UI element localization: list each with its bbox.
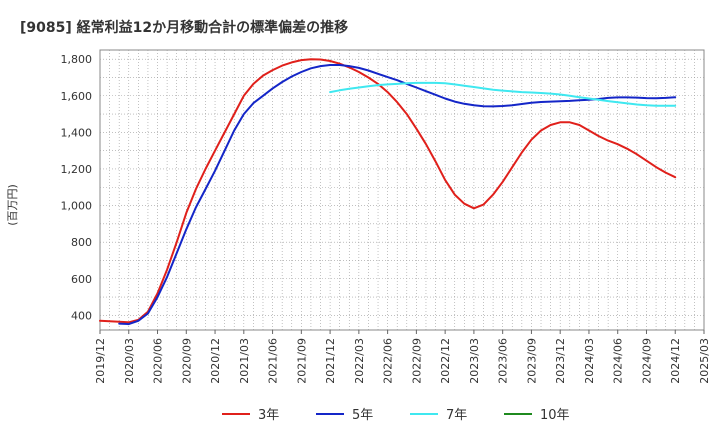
- y-tick-label: 800: [71, 236, 92, 249]
- x-tick-label: 2024/12: [669, 338, 682, 384]
- series-line-3年: [99, 58, 677, 324]
- x-tick-label: 2022/06: [382, 338, 395, 384]
- legend: 3年 5年 7年 10年: [222, 408, 570, 423]
- legend-label: 7年: [446, 408, 467, 423]
- legend-label: 3年: [258, 408, 279, 423]
- y-tick-label: 600: [71, 273, 92, 286]
- x-tick-label: 2021/12: [324, 338, 337, 384]
- x-tick-label: 2022/12: [439, 338, 452, 384]
- x-tick-label: 2020/09: [180, 338, 193, 384]
- y-tick-label: 1,000: [61, 200, 93, 213]
- plot-area: [99, 49, 705, 331]
- x-tick-label: 2023/03: [468, 338, 481, 384]
- series-lines: [99, 58, 677, 326]
- x-tick-label: 2021/09: [295, 338, 308, 384]
- legend-label: 5年: [352, 408, 373, 423]
- chart-title: [9085] 経常利益12か月移動合計の標準偏差の推移: [20, 19, 348, 36]
- y-tick-label: 1,200: [61, 163, 93, 176]
- x-tick-label: 2021/06: [267, 338, 280, 384]
- y-axis-label: (百万円): [6, 184, 19, 226]
- x-tick-label: 2023/09: [525, 338, 538, 384]
- x-tick-label: 2020/03: [123, 338, 136, 384]
- y-tick-label: 1,800: [61, 53, 93, 66]
- x-tick-label: 2019/12: [94, 338, 107, 384]
- x-tick-label: 2022/09: [410, 338, 423, 384]
- plot-frame: [99, 49, 705, 331]
- x-tick-label: 2020/12: [209, 338, 222, 384]
- x-tick-label: 2024/06: [612, 338, 625, 384]
- legend-label: 10年: [540, 408, 570, 423]
- series-line-5年: [118, 64, 677, 326]
- x-tick-label: 2024/03: [583, 338, 596, 384]
- x-tick-label: 2023/12: [554, 338, 567, 384]
- x-tick-label: 2021/03: [238, 338, 251, 384]
- y-tick-label: 1,600: [61, 90, 93, 103]
- x-axis-ticks: 2019/12 2020/03 2020/06 2020/09 2020/12 2021/…: [94, 330, 711, 384]
- x-tick-label: 2023/06: [497, 338, 510, 384]
- x-tick-label: 2022/03: [353, 338, 366, 384]
- y-axis-ticks: 400 600 800 1,000 1,200 1,400 1,600 1,800: [61, 53, 93, 322]
- y-tick-label: 1,400: [61, 126, 93, 139]
- y-tick-label: 400: [71, 309, 92, 322]
- series-line-7年: [329, 81, 677, 107]
- x-tick-label: 2020/06: [152, 338, 165, 384]
- x-tick-label: 2024/09: [640, 338, 653, 384]
- x-tick-label: 2025/03: [698, 338, 711, 384]
